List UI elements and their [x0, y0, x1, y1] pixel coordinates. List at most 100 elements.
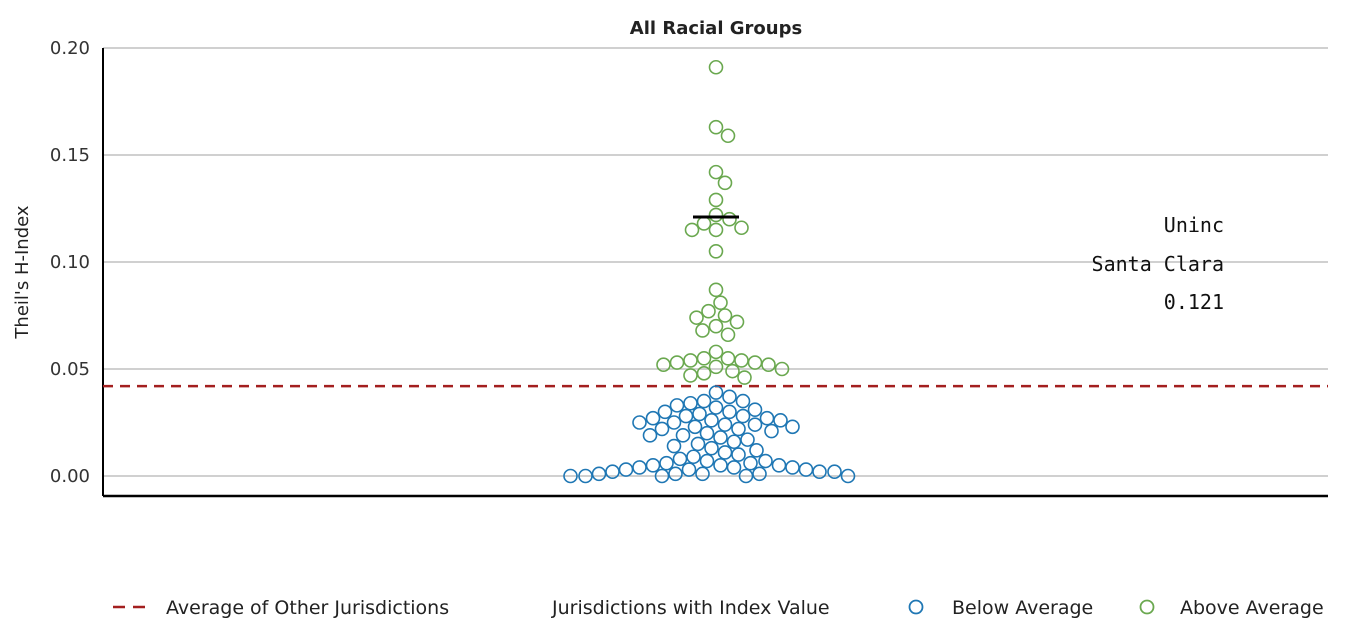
point-above-average [708, 222, 724, 238]
point-above-average [737, 370, 752, 385]
y-tick-label: 0.05 [50, 359, 90, 380]
point-below-average [632, 460, 647, 475]
point-below-average [666, 438, 682, 454]
point-above-average [708, 244, 724, 259]
point-above-average [684, 222, 700, 238]
y-tick-label: 0.15 [50, 145, 90, 166]
point-below-average [645, 457, 661, 473]
point-above-average [701, 303, 716, 319]
point-below-average [735, 408, 751, 424]
legend-below-swatch [908, 599, 924, 615]
legend-below-label: Below Average [952, 597, 1093, 619]
point-below-average [681, 462, 697, 477]
point-below-average [704, 440, 719, 456]
point-below-average [692, 406, 707, 422]
point-below-average [717, 445, 733, 460]
point-below-average [687, 419, 703, 435]
point-below-average [704, 413, 719, 428]
y-tick-labels: 0.00 0.05 0.10 0.15 0.20 [50, 38, 90, 487]
point-above-average [720, 327, 736, 343]
point-below-average [759, 410, 775, 426]
point-below-average [699, 453, 715, 469]
point-below-average [840, 468, 856, 484]
point-above-average [708, 192, 724, 208]
legend-above-label: Above Average [1180, 597, 1324, 619]
point-above-average [774, 361, 790, 377]
point-above-average [720, 350, 736, 366]
point-below-average [743, 455, 758, 471]
point-below-average [686, 449, 701, 465]
point-above-average [683, 368, 698, 383]
point-above-average [708, 119, 724, 135]
point-below-average [785, 419, 800, 435]
point-below-average [668, 466, 683, 482]
point-above-average [729, 314, 745, 330]
point-above-average [747, 355, 763, 370]
point-above-average [689, 310, 704, 325]
point-below-average [771, 457, 787, 473]
legend-average-label: Average of Other Jurisdictions [166, 597, 449, 619]
point-below-average [672, 451, 688, 467]
annotation-line-2: Santa Clara [1092, 252, 1224, 276]
legend-group-label: Jurisdictions with Index Value [551, 597, 830, 619]
point-above-average [656, 357, 671, 373]
point-above-average [713, 295, 728, 310]
highlight-annotation: Uninc Santa Clara 0.121 [1092, 213, 1224, 314]
point-below-average [642, 428, 658, 443]
point-below-average [731, 447, 746, 462]
point-below-average [726, 460, 742, 475]
annotation-line-3: 0.121 [1164, 290, 1224, 314]
point-below-average [722, 389, 737, 405]
point-above-average [725, 363, 740, 379]
point-below-average [690, 436, 706, 452]
point-below-average [675, 428, 691, 443]
point-below-average [726, 434, 742, 450]
point-above-average [761, 357, 776, 373]
legend: Average of Other Jurisdictions Jurisdict… [113, 597, 1324, 619]
point-below-average [785, 460, 800, 475]
point-below-average [747, 417, 763, 432]
point-below-average [713, 430, 728, 445]
point-below-average [812, 464, 827, 480]
point-below-average [747, 402, 763, 417]
point-above-average [708, 207, 724, 223]
y-tick-label: 0.10 [50, 252, 90, 273]
point-below-average [722, 404, 737, 420]
gridlines [103, 47, 1328, 477]
point-below-average [578, 468, 593, 484]
y-axis-label: Theil's H-Index [12, 205, 33, 339]
point-above-average [722, 211, 737, 227]
point-below-average [758, 453, 773, 469]
point-below-average [563, 468, 578, 484]
point-above-average [734, 353, 749, 368]
point-below-average [699, 425, 715, 441]
legend-above-swatch [1139, 599, 1155, 615]
point-below-average [740, 432, 755, 447]
point-below-average [695, 466, 710, 482]
point-below-average [645, 410, 661, 426]
point-below-average [735, 393, 751, 409]
point-above-average [720, 128, 736, 144]
point-below-average [717, 417, 733, 432]
data-points [563, 59, 856, 484]
point-below-average [654, 468, 670, 484]
point-below-average [731, 421, 746, 437]
point-above-average [683, 353, 698, 368]
y-tick-label: 0.20 [50, 38, 90, 59]
point-below-average [591, 466, 607, 482]
point-below-average [605, 464, 620, 480]
point-below-average [669, 398, 685, 413]
y-tick-label: 0.00 [50, 466, 90, 487]
point-below-average [683, 395, 698, 411]
point-below-average [666, 415, 682, 430]
point-above-average [696, 216, 712, 231]
point-above-average [696, 350, 712, 366]
point-below-average [696, 393, 712, 409]
point-above-average [695, 323, 710, 338]
point-above-average [734, 220, 749, 236]
point-above-average [708, 282, 724, 298]
point-below-average [764, 423, 779, 439]
point-below-average [738, 468, 754, 484]
point-below-average [618, 462, 634, 477]
